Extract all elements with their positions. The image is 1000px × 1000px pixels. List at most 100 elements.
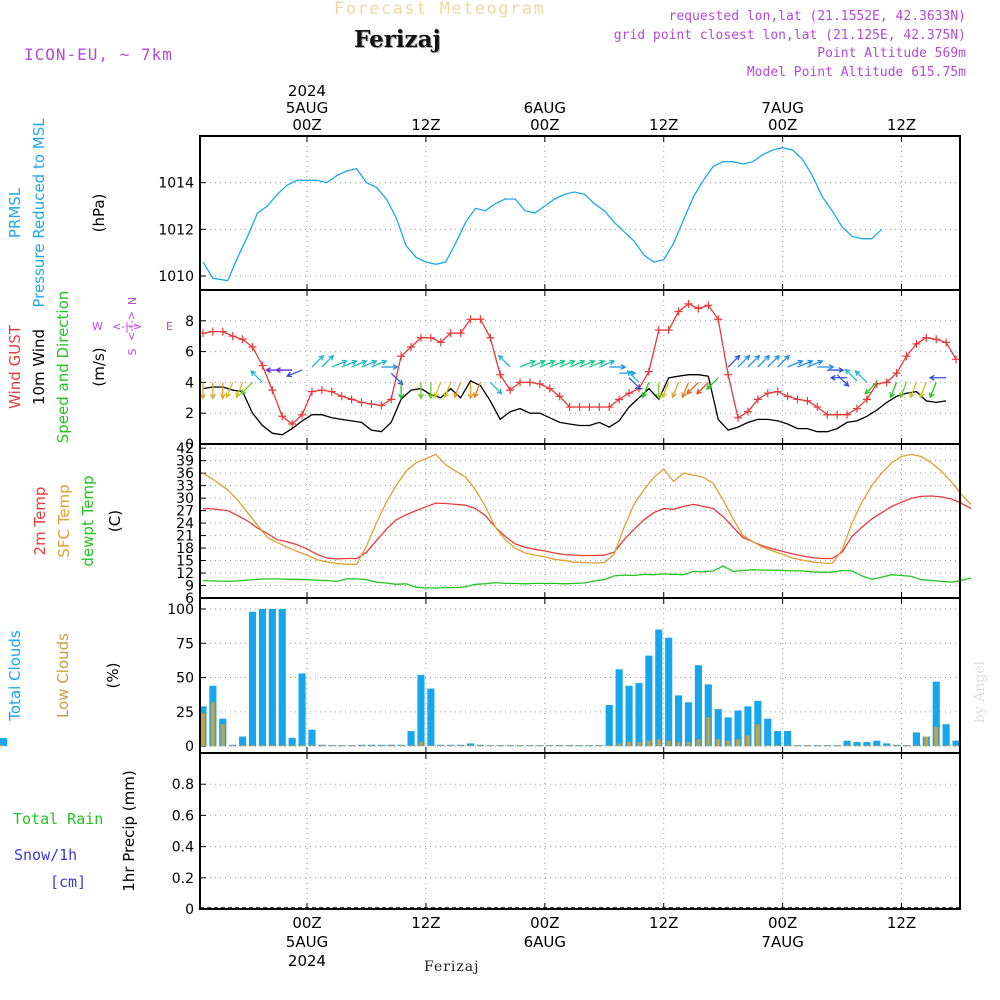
low-cloud-bar — [696, 739, 701, 747]
total-cloud-bar — [615, 669, 623, 747]
wind-direction-arrow — [473, 382, 482, 399]
cloud-bar — [845, 745, 850, 747]
wind-direction-arrow — [889, 382, 898, 399]
low-cloud-bar — [201, 713, 205, 747]
total-cloud-bar — [883, 743, 891, 747]
gust-marker — [734, 413, 743, 422]
gust-marker — [317, 386, 326, 395]
wind-direction-arrow — [777, 354, 790, 368]
wind-direction-arrow — [864, 381, 878, 395]
gust-marker — [664, 326, 673, 335]
wind-direction-arrow — [681, 382, 690, 399]
cloud-bar — [300, 745, 305, 747]
gust-marker — [218, 327, 227, 336]
y-axis-label: 1hr Precip (mm) — [120, 770, 138, 891]
total-cloud-bar — [655, 629, 663, 747]
low-cloud-bar — [666, 740, 671, 747]
gust-marker — [397, 352, 406, 361]
wind-direction-arrow — [928, 374, 947, 381]
gust-marker — [258, 361, 267, 370]
wind-direction-arrow — [787, 359, 804, 368]
y-axis-label: Wind GUST — [6, 324, 24, 409]
cloud-bar — [944, 745, 949, 747]
total-cloud-bar — [605, 704, 613, 747]
cloud-bar — [488, 745, 493, 747]
gust-marker — [545, 384, 554, 393]
wind-direction-arrow — [453, 382, 462, 399]
gust-marker — [773, 387, 782, 396]
gust-marker — [852, 404, 861, 413]
model-point-altitude: Model Point Altitude 615.75m — [746, 65, 966, 80]
total-cloud-bar — [288, 737, 296, 747]
wind-direction-arrow — [829, 374, 848, 381]
wind-direction-arrow — [443, 382, 452, 399]
wind-direction-arrow — [727, 354, 741, 368]
total-cloud-bar — [407, 731, 415, 747]
compass-vertical: <-|-> — [125, 311, 138, 341]
gust-marker — [525, 378, 534, 387]
gust-marker — [446, 329, 455, 338]
y-tick-label: 9 — [185, 579, 194, 595]
gust-marker — [833, 410, 842, 419]
top-time-label: 7AUG — [761, 99, 803, 117]
cloud-bar — [508, 745, 513, 747]
gust-marker — [724, 370, 733, 379]
wind-direction-arrow — [909, 382, 918, 399]
low-cloud-bar — [210, 702, 215, 747]
gust-marker — [555, 392, 564, 401]
bottom-time-label: 5AUG — [286, 933, 328, 951]
low-cloud-bar — [419, 742, 423, 747]
total-cloud-bar — [239, 736, 247, 747]
panel-frame — [199, 135, 961, 291]
cloud-bar — [409, 745, 414, 747]
location-title: Ferizaj — [354, 26, 441, 53]
gust-marker — [922, 333, 931, 342]
wind-direction-arrow — [836, 374, 850, 387]
total-cloud-bar — [278, 608, 286, 747]
total-cloud-bar — [724, 717, 732, 747]
low-cloud-bar — [636, 742, 641, 747]
low-cloud-bar — [220, 724, 225, 747]
low-cloud-bar — [716, 739, 721, 747]
cloud-bar — [339, 745, 344, 747]
cloud-bar — [547, 745, 552, 747]
low-cloud-bar — [686, 742, 691, 747]
y-tick-label: 18 — [176, 541, 194, 557]
cloud-bar — [349, 745, 354, 747]
cloud-bar — [260, 745, 265, 747]
gust-marker — [337, 392, 346, 401]
gust-marker — [248, 342, 257, 351]
wind-direction-arrow — [747, 354, 761, 368]
wind-direction-arrow — [844, 368, 858, 382]
cloud-bar — [448, 745, 453, 747]
wind-direction-arrow — [549, 359, 566, 368]
cloud-bar — [914, 745, 919, 747]
gust-marker — [516, 378, 525, 387]
cloud-bar — [904, 745, 909, 747]
top-time-label: 00Z — [530, 116, 559, 134]
gust-marker — [783, 392, 792, 401]
y-tick-label: 2 — [185, 406, 194, 422]
total-cloud-bar — [665, 637, 673, 747]
forecast-meteogram-title: Forecast Meteogram — [334, 0, 546, 19]
cloud-bar — [478, 745, 483, 747]
panel-2: 0 2 4 6 8 Wind GUST 10m Wind Speed and Directio… — [6, 289, 961, 453]
total-cloud-bar — [684, 702, 693, 747]
y-tick-label: 27 — [176, 504, 194, 520]
cloud-bar — [369, 745, 374, 747]
gust-marker — [714, 315, 723, 324]
wind-direction-arrow — [609, 364, 627, 370]
cloud-bar — [389, 745, 394, 747]
wind-direction-arrow — [235, 382, 244, 399]
wind-direction-arrow — [321, 354, 335, 368]
y-tick-label: 0 — [185, 437, 194, 453]
precip-legend-label: Snow/1h — [14, 846, 77, 864]
total-cloud-bar — [427, 688, 435, 747]
model-label: ICON-EU, ~ 7km — [24, 45, 173, 64]
cloud-bar — [319, 745, 324, 747]
gust-marker — [892, 369, 901, 378]
wind-direction-arrow — [285, 369, 303, 378]
cloud-bar — [557, 745, 562, 747]
wind-direction-arrow — [559, 359, 576, 368]
gust-marker — [416, 333, 425, 342]
